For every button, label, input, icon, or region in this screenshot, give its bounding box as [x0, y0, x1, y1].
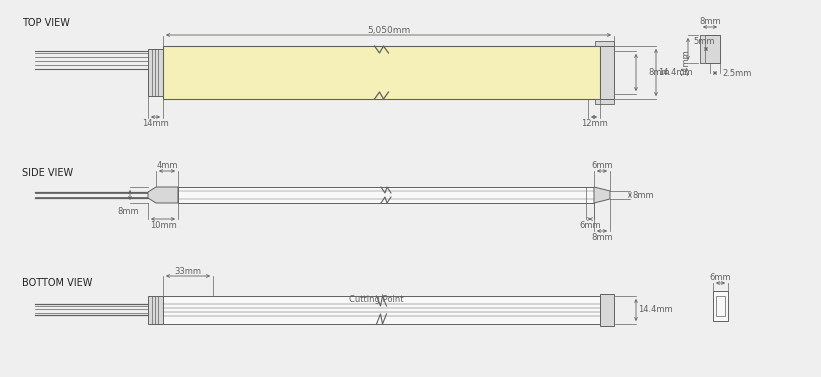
- Text: 14.4mm: 14.4mm: [638, 305, 672, 314]
- Text: 10mm: 10mm: [149, 221, 177, 230]
- Text: 8mm: 8mm: [632, 190, 654, 199]
- Bar: [178, 187, 594, 203]
- Text: 14mm: 14mm: [681, 49, 690, 76]
- Text: 4mm: 4mm: [156, 161, 178, 170]
- Text: 8mm: 8mm: [591, 233, 612, 242]
- Text: 6mm: 6mm: [591, 161, 612, 170]
- Text: SIDE VIEW: SIDE VIEW: [22, 168, 73, 178]
- Bar: [700, 35, 705, 63]
- Text: 5mm: 5mm: [693, 37, 715, 46]
- Text: 5,050mm: 5,050mm: [367, 26, 410, 35]
- Text: 8mm: 8mm: [117, 207, 139, 216]
- Text: 2.5mm: 2.5mm: [722, 69, 751, 78]
- Bar: [163, 296, 600, 324]
- Bar: [716, 296, 725, 316]
- Bar: [595, 99, 614, 104]
- Bar: [600, 294, 614, 326]
- Text: 14.4mm: 14.4mm: [658, 68, 693, 77]
- Text: TOP VIEW: TOP VIEW: [22, 18, 70, 28]
- Text: BOTTOM VIEW: BOTTOM VIEW: [22, 278, 93, 288]
- Polygon shape: [148, 187, 178, 203]
- Ellipse shape: [709, 44, 718, 54]
- Bar: [163, 46, 600, 99]
- Bar: [148, 296, 163, 324]
- Bar: [700, 35, 720, 63]
- Text: 8mm: 8mm: [699, 17, 721, 26]
- Text: 33mm: 33mm: [175, 267, 201, 276]
- Polygon shape: [594, 187, 610, 203]
- Text: 12mm: 12mm: [580, 120, 608, 129]
- Text: 8mm: 8mm: [648, 68, 670, 77]
- Text: Cutting Point: Cutting Point: [349, 296, 404, 305]
- Text: 6mm: 6mm: [709, 273, 732, 282]
- Bar: [713, 291, 728, 321]
- Bar: [148, 49, 163, 96]
- Text: 6mm: 6mm: [579, 221, 601, 230]
- Bar: [600, 46, 614, 99]
- Text: 14mm: 14mm: [142, 120, 169, 129]
- Bar: [595, 41, 614, 46]
